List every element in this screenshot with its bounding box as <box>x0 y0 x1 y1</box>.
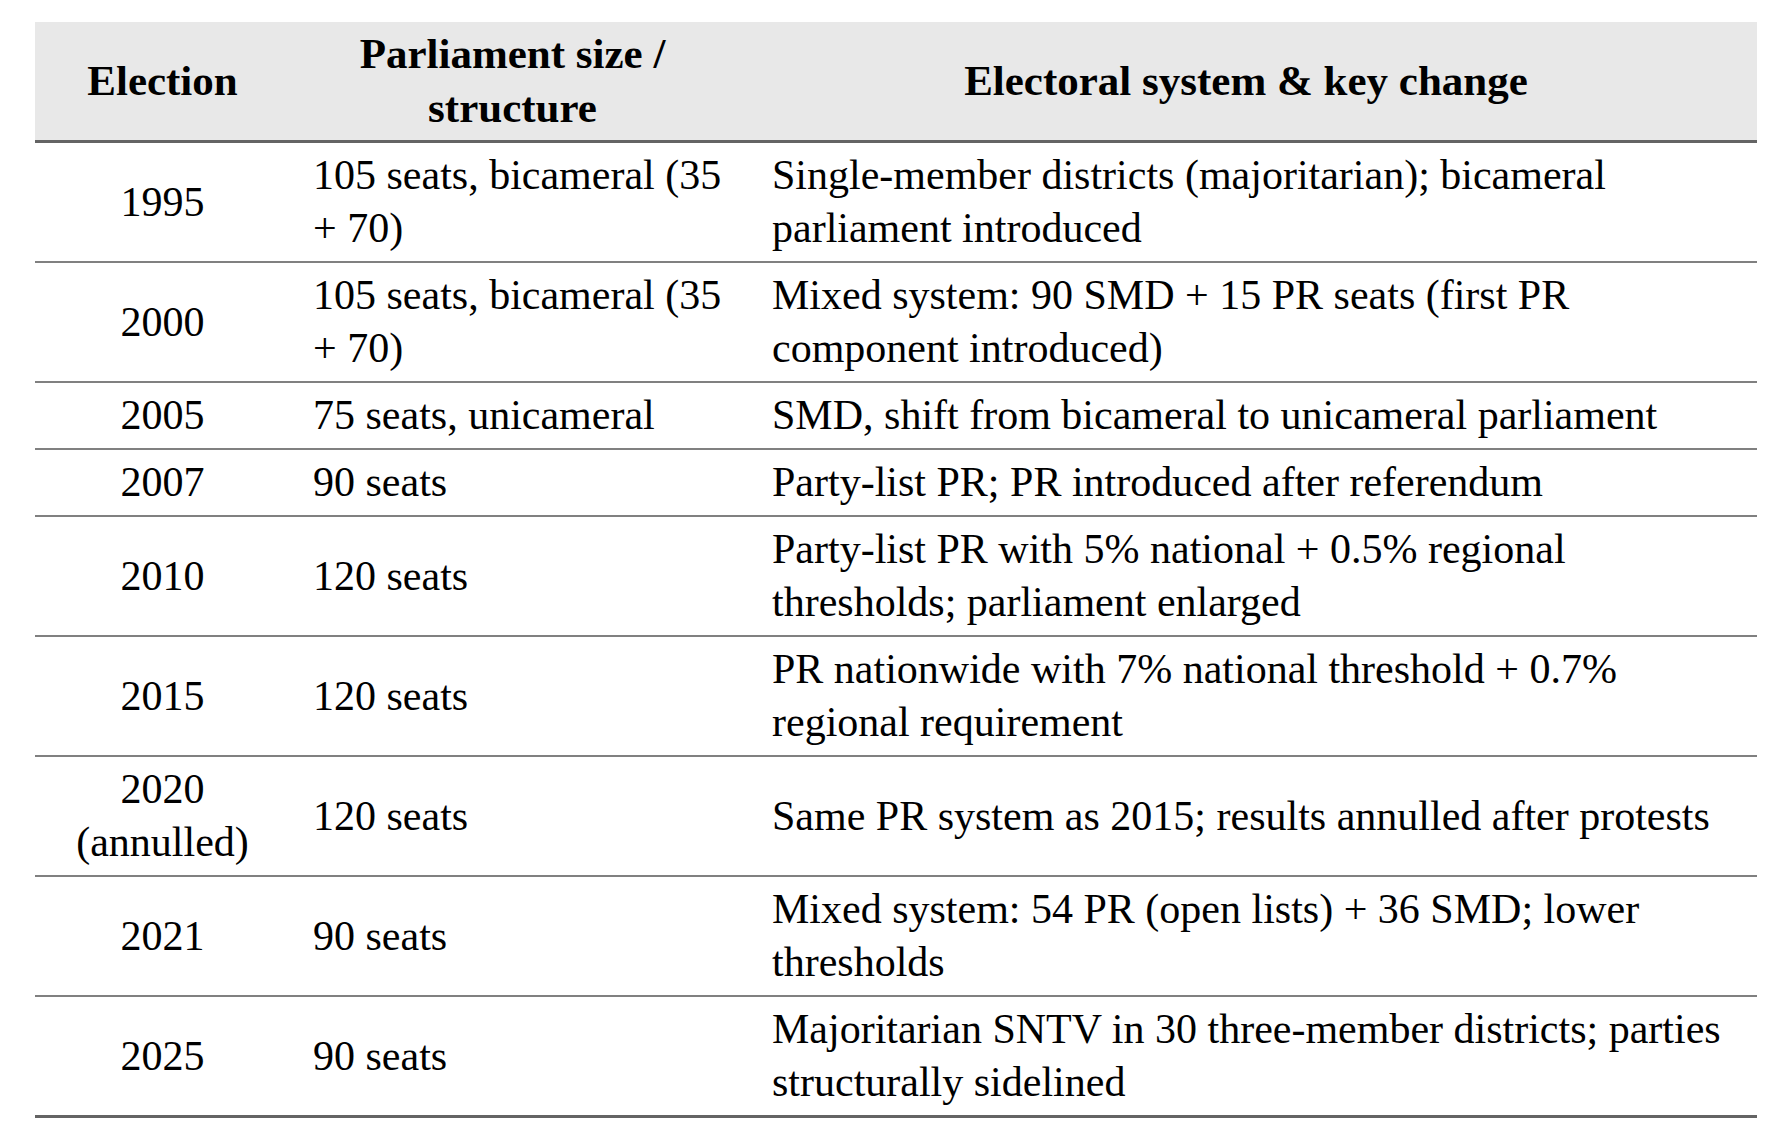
table-body: 1995 105 seats, bicameral (35 + 70) Sing… <box>35 142 1757 1117</box>
cell-electoral-system: SMD, shift from bicameral to unicameral … <box>735 382 1757 449</box>
cell-election-year: 2000 <box>35 262 290 382</box>
cell-election-year: 2025 <box>35 996 290 1117</box>
column-header-election: Election <box>35 22 290 142</box>
column-header-parliament-size: Parliament size / structure <box>290 22 735 142</box>
document-page: Election Parliament size / structure Ele… <box>0 0 1790 1140</box>
table-row: 1995 105 seats, bicameral (35 + 70) Sing… <box>35 142 1757 263</box>
cell-election-year: 2010 <box>35 516 290 636</box>
cell-electoral-system: Mixed system: 90 SMD + 15 PR seats (firs… <box>735 262 1757 382</box>
table-row: 2015 120 seats PR nationwide with 7% nat… <box>35 636 1757 756</box>
elections-table: Election Parliament size / structure Ele… <box>35 22 1757 1118</box>
cell-parliament-size: 90 seats <box>290 876 735 996</box>
cell-election-year: 1995 <box>35 142 290 263</box>
cell-parliament-size: 105 seats, bicameral (35 + 70) <box>290 262 735 382</box>
table-row: 2007 90 seats Party-list PR; PR introduc… <box>35 449 1757 516</box>
table-row: 2000 105 seats, bicameral (35 + 70) Mixe… <box>35 262 1757 382</box>
cell-electoral-system: Same PR system as 2015; results annulled… <box>735 756 1757 876</box>
cell-parliament-size: 90 seats <box>290 996 735 1117</box>
cell-election-year: 2015 <box>35 636 290 756</box>
cell-election-year: 2007 <box>35 449 290 516</box>
cell-parliament-size: 120 seats <box>290 756 735 876</box>
table-row: 2020 (annulled) 120 seats Same PR system… <box>35 756 1757 876</box>
cell-electoral-system: Party-list PR; PR introduced after refer… <box>735 449 1757 516</box>
table-header: Election Parliament size / structure Ele… <box>35 22 1757 142</box>
table-row: 2010 120 seats Party-list PR with 5% nat… <box>35 516 1757 636</box>
cell-electoral-system: Single-member districts (majoritarian); … <box>735 142 1757 263</box>
cell-election-year: 2021 <box>35 876 290 996</box>
cell-parliament-size: 120 seats <box>290 516 735 636</box>
column-header-electoral-system: Electoral system & key change <box>735 22 1757 142</box>
cell-election-year: 2005 <box>35 382 290 449</box>
table-row: 2021 90 seats Mixed system: 54 PR (open … <box>35 876 1757 996</box>
cell-electoral-system: Party-list PR with 5% national + 0.5% re… <box>735 516 1757 636</box>
cell-electoral-system: Majoritarian SNTV in 30 three-member dis… <box>735 996 1757 1117</box>
table-row: 2025 90 seats Majoritarian SNTV in 30 th… <box>35 996 1757 1117</box>
cell-parliament-size: 75 seats, unicameral <box>290 382 735 449</box>
cell-electoral-system: Mixed system: 54 PR (open lists) + 36 SM… <box>735 876 1757 996</box>
cell-parliament-size: 105 seats, bicameral (35 + 70) <box>290 142 735 263</box>
header-row: Election Parliament size / structure Ele… <box>35 22 1757 142</box>
cell-parliament-size: 120 seats <box>290 636 735 756</box>
cell-electoral-system: PR nationwide with 7% national threshold… <box>735 636 1757 756</box>
table-row: 2005 75 seats, unicameral SMD, shift fro… <box>35 382 1757 449</box>
cell-election-year: 2020 (annulled) <box>35 756 290 876</box>
cell-parliament-size: 90 seats <box>290 449 735 516</box>
